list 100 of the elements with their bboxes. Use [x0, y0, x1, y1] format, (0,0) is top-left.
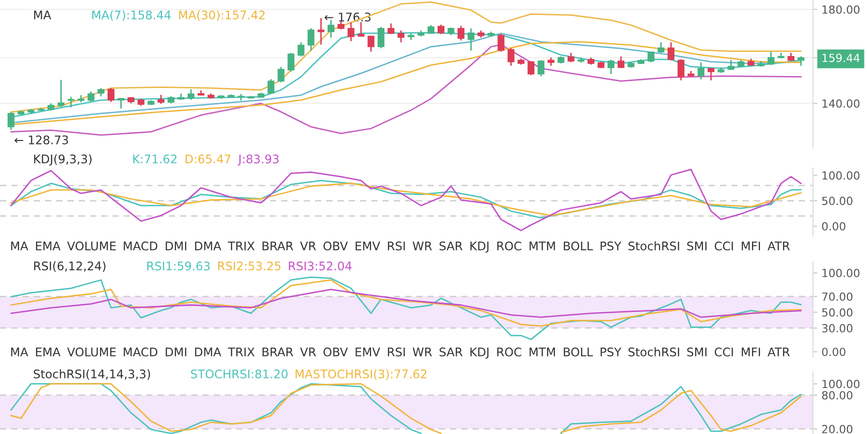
legend-title: MA — [34, 10, 52, 20]
text: StochRSI — [628, 241, 680, 250]
text: MA — [11, 242, 28, 250]
annotation: MTM — [530, 348, 555, 356]
candlestick — [188, 88, 194, 101]
text: TRIX — [228, 242, 255, 250]
y-tick-label: 100.00 — [822, 171, 860, 180]
annotation: ← 128.73 — [14, 135, 68, 144]
text: BOLL — [564, 241, 593, 250]
candlestick — [298, 42, 304, 58]
text: MACD — [124, 241, 158, 250]
annotation: SMI — [687, 347, 706, 356]
y-tick-label: 30.00 — [822, 324, 852, 332]
candlestick — [698, 62, 704, 80]
annotation: PSY — [600, 347, 622, 356]
y-tick-label: 80.00 — [822, 391, 852, 400]
annotation: VOLUME — [67, 347, 116, 356]
candlestick — [678, 58, 684, 82]
candlestick — [58, 79, 64, 108]
annotation: MA — [11, 348, 28, 356]
y-tick-label: 50.00 — [822, 196, 852, 206]
text: PSY — [600, 241, 622, 250]
candlestick — [88, 90, 94, 102]
annotation: MACD — [124, 347, 158, 356]
text: MFI — [742, 242, 760, 250]
text: KDJ — [470, 242, 488, 253]
text: D:65.47 — [186, 154, 230, 164]
y-tick-label: 180.00 — [822, 5, 860, 14]
candlestick — [668, 42, 674, 62]
y-tick-label: 70.00 — [822, 292, 852, 301]
candlestick — [528, 60, 534, 76]
candlestick — [278, 66, 284, 83]
candlestick — [438, 24, 444, 35]
candlestick — [568, 52, 574, 63]
text: VOLUME — [67, 241, 116, 250]
text: CCI — [714, 241, 733, 250]
text: MA(30):157.42 — [179, 10, 265, 21]
annotation: RSI — [388, 347, 405, 356]
annotation: WR — [412, 348, 432, 356]
annotation: KDJ — [470, 348, 488, 359]
text: MA(7):158.44 — [92, 10, 171, 21]
annotation: BRAR — [262, 348, 294, 356]
legend-title: KDJ(9,3,3) — [34, 154, 92, 166]
text: EMV — [356, 242, 380, 250]
annotation: BOLL — [564, 347, 593, 356]
text: DMI — [166, 242, 186, 250]
text: RSI — [388, 241, 405, 250]
candlestick — [508, 47, 514, 66]
y-tick-label: 0.00 — [822, 348, 846, 356]
line-series — [10, 288, 802, 318]
text: OBV — [323, 241, 348, 250]
text: DMA — [195, 242, 222, 250]
annotation: ROC — [497, 347, 522, 356]
line-series — [10, 279, 802, 327]
annotation: SAR — [440, 347, 462, 356]
candlestick — [8, 111, 14, 131]
y-tick-label: 50.00 — [822, 308, 852, 317]
candlestick — [648, 50, 654, 63]
candlestick — [608, 58, 614, 75]
annotation: EMV — [356, 348, 380, 356]
series-label: RSI3:52.04 — [288, 261, 352, 270]
text: MTM — [530, 242, 555, 250]
candlestick — [308, 27, 314, 52]
series-label: MASTOCHRSI(3):77.62 — [296, 369, 426, 380]
candlestick — [358, 21, 364, 38]
text: RSI1:59.63 — [147, 261, 210, 270]
legend-title: RSI(6,12,24) — [34, 261, 106, 272]
series-label: RSI2:53.25 — [218, 261, 280, 270]
text: ROC — [497, 241, 522, 250]
candlestick — [498, 33, 504, 52]
annotation: TRIX — [228, 348, 255, 356]
y-tick-label: 0.00 — [822, 222, 846, 230]
y-tick-label: 140.00 — [822, 99, 860, 108]
series-label: STOCHRSI:81.20 — [191, 369, 288, 378]
candlestick — [458, 25, 464, 42]
candlestick — [378, 26, 384, 49]
candlestick — [368, 35, 374, 52]
annotation: DMI — [166, 348, 186, 356]
legend-title: StochRSI(14,14,3,3) — [34, 369, 150, 380]
candlestick — [538, 59, 544, 78]
candlestick — [658, 42, 664, 54]
y-tick-label: 100.00 — [822, 268, 860, 278]
annotation: EMA — [36, 348, 60, 356]
candlestick — [768, 50, 774, 66]
annotation: DMA — [195, 348, 222, 356]
text: VR — [300, 242, 316, 250]
annotation: MFI — [742, 348, 760, 356]
text: BRAR — [262, 242, 294, 250]
candlestick — [708, 67, 714, 82]
line-series — [10, 168, 802, 232]
candlestick — [468, 28, 474, 52]
y-tick-label: 159.44 — [822, 54, 860, 62]
text: WR — [412, 242, 432, 250]
candlestick — [328, 19, 334, 38]
line-series — [10, 276, 802, 340]
text: SMI — [687, 241, 706, 250]
text: EMA — [36, 242, 60, 250]
y-tick-label: 20.00 — [822, 424, 852, 434]
candlestick — [798, 56, 804, 66]
annotation: OBV — [323, 347, 348, 356]
